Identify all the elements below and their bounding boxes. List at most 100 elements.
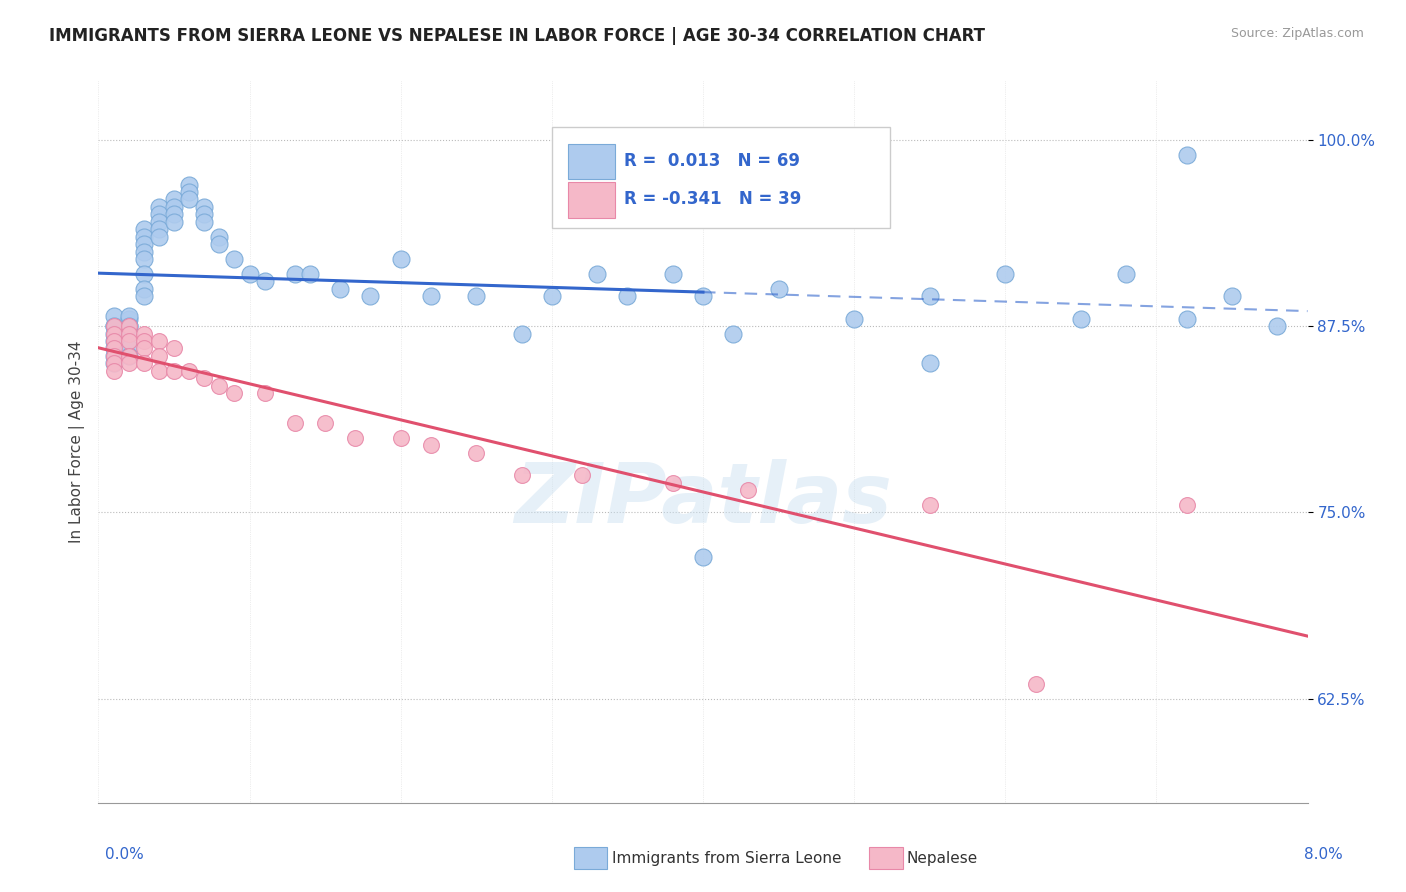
Point [1175,498,1198,512]
FancyBboxPatch shape [551,128,890,228]
FancyBboxPatch shape [568,144,614,179]
Point [208,237,231,252]
Point [1115,267,1137,281]
Point [1220,289,1243,303]
Point [132,342,155,356]
Point [661,475,683,490]
Point [329,282,352,296]
Point [768,282,790,296]
Point [103,334,125,348]
Point [163,200,186,214]
Point [723,326,745,341]
Point [360,289,382,303]
Point [465,289,488,303]
Point [661,267,683,281]
Point [103,334,125,348]
Point [118,311,141,326]
Point [253,386,276,401]
Point [616,289,638,303]
Point [118,309,141,323]
Text: 8.0%: 8.0% [1303,847,1343,863]
Point [148,349,170,363]
Point [420,289,443,303]
Point [586,267,609,281]
Point [193,215,215,229]
Point [1070,311,1092,326]
Point [224,386,246,401]
Point [208,229,231,244]
Point [299,267,322,281]
Point [540,289,562,303]
Point [132,252,155,266]
Point [179,193,201,207]
Point [389,431,412,445]
Point [253,274,276,288]
Point [103,342,125,356]
Point [148,215,170,229]
Point [103,319,125,334]
Text: ZIPatlas: ZIPatlas [515,458,891,540]
Point [103,349,125,363]
Point [737,483,759,497]
Point [571,468,593,483]
Point [148,207,170,221]
Point [103,319,125,334]
Point [1175,311,1198,326]
Point [103,326,125,341]
Point [103,349,125,363]
Point [132,282,155,296]
Point [132,334,155,348]
Point [148,200,170,214]
Point [118,356,141,370]
Text: Source: ZipAtlas.com: Source: ZipAtlas.com [1230,27,1364,40]
Point [148,222,170,236]
Point [132,326,155,341]
Point [284,267,307,281]
Point [510,468,533,483]
Point [118,349,141,363]
Point [208,378,231,392]
Point [163,207,186,221]
Point [918,498,941,512]
Point [132,229,155,244]
Point [465,446,488,460]
Point [844,311,866,326]
Point [103,356,125,370]
Point [118,319,141,334]
Point [118,326,141,341]
Point [224,252,246,266]
Point [132,244,155,259]
Point [179,364,201,378]
Point [163,364,186,378]
Point [118,334,141,348]
Point [148,364,170,378]
Point [148,229,170,244]
Point [103,326,125,341]
Text: R =  0.013   N = 69: R = 0.013 N = 69 [624,153,800,170]
Y-axis label: In Labor Force | Age 30-34: In Labor Force | Age 30-34 [69,340,84,543]
Point [918,289,941,303]
Point [103,309,125,323]
Point [179,185,201,199]
Point [994,267,1017,281]
Point [132,222,155,236]
Point [284,416,307,430]
Point [389,252,412,266]
Point [132,289,155,303]
Point [118,349,141,363]
Point [179,178,201,192]
Point [193,207,215,221]
Point [193,371,215,385]
Point [239,267,262,281]
Point [163,342,186,356]
Point [118,319,141,334]
Point [193,200,215,214]
Point [692,549,714,564]
Point [118,326,141,341]
Point [1267,319,1289,334]
Point [510,326,533,341]
Point [692,289,714,303]
Point [420,438,443,452]
Point [103,356,125,370]
Point [118,319,141,334]
